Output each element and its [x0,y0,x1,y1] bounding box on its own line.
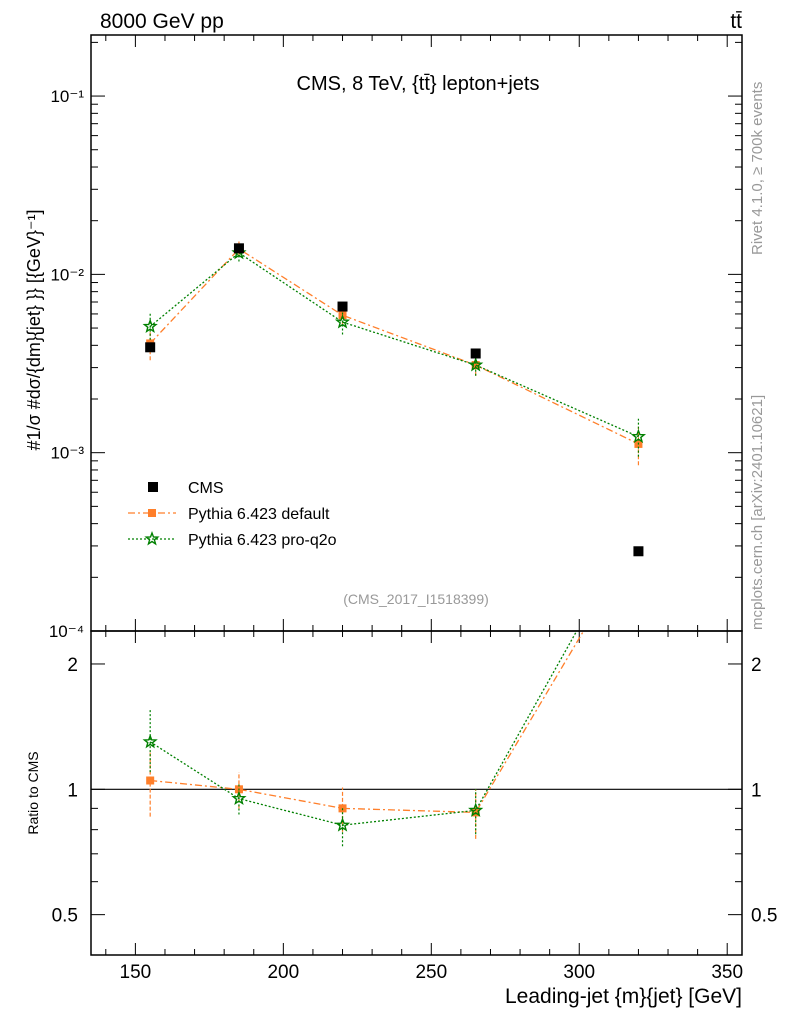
main-series-layer [142,241,647,557]
main-cms-point [233,243,244,254]
main-default-series [146,241,643,466]
main-pro-q2o-point [142,318,158,333]
x-tick-label: 200 [267,962,299,983]
ratio-default-line [150,631,585,814]
ratio-tick-label: 2 [751,655,762,676]
ratio-pro-q2o-point [334,817,351,832]
ratio-tick-label: 0.5 [52,906,78,927]
ratio-tick-label: 1 [67,780,78,801]
y-tick-label: 10⁻² [50,265,84,284]
legend-entry-pro-q2o: Pythia 6.423 pro-q2o [128,531,337,549]
legend-label-cms: CMS [188,480,224,497]
main-cms-point [337,301,348,312]
ratio-default-point [146,776,155,785]
legend-marker-pro-q2o [144,531,160,546]
ratio-tick-label: 1 [751,780,762,801]
main-cms-point [145,342,156,353]
y-tick-label: 10⁻⁴ [49,622,84,641]
y-tick-label: 10⁻¹ [50,87,84,106]
legend-entry-default: Pythia 6.423 default [128,506,330,523]
rivet-label: Rivet 4.1.0, ≥ 700k events [749,82,766,255]
main-pro-q2o-point [468,357,484,372]
main-cms-point [470,348,481,359]
x-axis-label: Leading-jet {m}{jet} [GeV] [505,985,742,1008]
legend-label-pro-q2o: Pythia 6.423 pro-q2o [188,532,337,549]
legend-marker-default [148,509,156,517]
ratio-axis-ticks: 0.5 0.5 1 1 2 2 [52,655,777,956]
main-pro-q2o-series [142,244,647,457]
ratio-pro-q2o-point [142,733,158,749]
x-tick-label: 250 [415,962,447,983]
ratio-ylabel: Ratio to CMS [25,751,41,834]
ratio-default-series [146,535,642,839]
main-pro-q2o-point [334,314,351,329]
main-default-line [149,248,639,445]
main-default-point [471,361,480,370]
legend-label-default: Pythia 6.423 default [188,506,330,523]
legend: CMS Pythia 6.423 default Pythia 6.423 pr… [128,480,337,549]
chart-title: CMS, 8 TeV, {tt̄} lepton+jets [297,73,540,95]
ratio-tick-label: 2 [67,655,78,676]
ratio-pro-q2o-series [142,515,644,847]
main-ylabel: #1/σ #dσ/{dm}{jet} }} [{GeV}⁻¹] [24,210,44,451]
main-axis-ticks: 10⁻⁴ 10⁻³ 10⁻² 10⁻¹ [49,41,742,641]
analysis-id: (CMS_2017_I1518399) [343,591,489,607]
ratio-series-layer [142,515,644,847]
ratio-pro-q2o-point [633,515,644,526]
y-tick-label: 10⁻³ [50,444,84,463]
x-tick-label: 150 [120,962,152,983]
header-left: 8000 GeV pp [100,10,224,33]
x-tick-label: 350 [711,962,743,983]
ratio-pro-q2o-point [231,790,247,806]
ratio-pro-q2o-line [149,631,578,826]
ratio-tick-label: 0.5 [751,906,777,927]
header-right: tt̄ [730,10,742,33]
legend-entry-cms: CMS [148,480,224,497]
main-pro-q2o-point [630,428,647,444]
ratio-default-point [634,535,642,543]
x-tick-label: 300 [563,962,595,983]
main-cms-series [145,243,644,557]
main-cms-point [633,546,644,557]
ratio-panel-frame [90,630,743,956]
mcplots-label: mcplots.cern.ch [arXiv:2401.10621] [749,395,766,630]
main-pro-q2o-line [149,252,639,438]
ratio-pro-q2o-point [468,802,484,817]
legend-marker-cms [148,482,158,492]
